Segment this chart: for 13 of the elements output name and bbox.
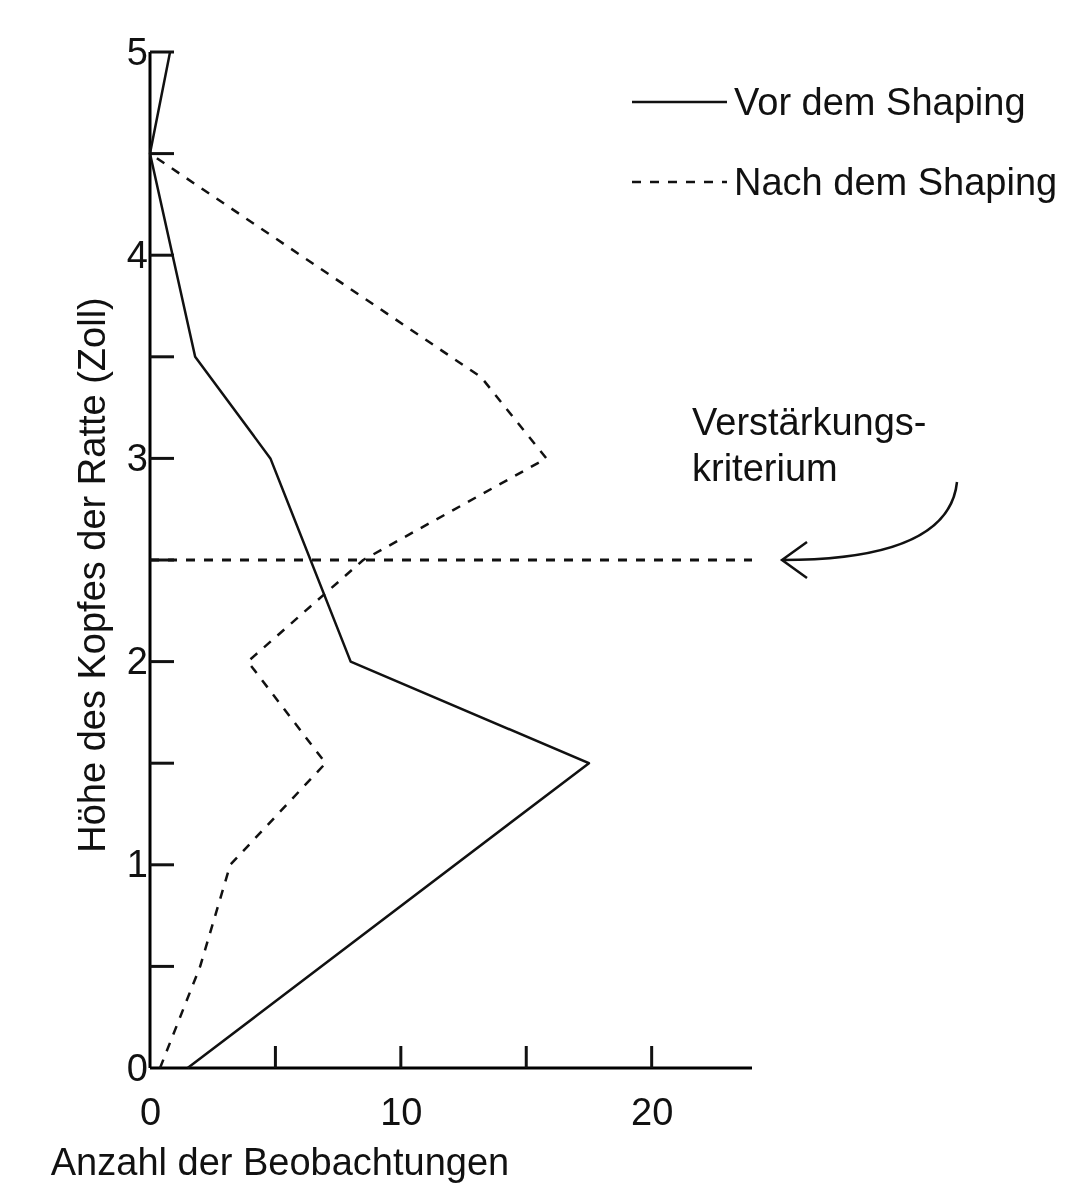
x-tick-label: 20 [631,1090,674,1133]
y-axis-title: Höhe des Kopfes der Ratte (Zoll) [71,297,113,853]
y-tick-label: 2 [126,640,148,683]
y-tick-label: 0 [126,1046,148,1089]
y-tick-label: 4 [126,233,148,276]
y-tick-label: 5 [126,30,148,73]
x-axis-title: Anzahl der Beobachtungen [50,1141,510,1183]
y-tick-label: 1 [126,843,148,886]
legend-label: Nach dem Shaping [734,161,1058,203]
legend-label: Vor dem Shaping [734,81,1026,123]
x-tick-label: 10 [380,1090,423,1133]
y-tick-label: 3 [126,437,148,480]
ref-line-label: Verstärkungs- kriterium [692,401,927,489]
